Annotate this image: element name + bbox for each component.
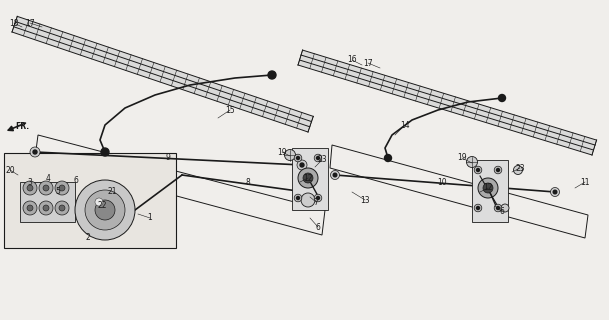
Text: 11: 11 (580, 178, 590, 187)
Circle shape (75, 180, 135, 240)
Text: 8: 8 (245, 178, 250, 187)
Circle shape (95, 198, 103, 206)
Circle shape (294, 154, 302, 162)
Circle shape (553, 190, 557, 194)
Text: 2: 2 (86, 234, 90, 243)
Circle shape (27, 185, 33, 191)
Circle shape (59, 205, 65, 211)
Circle shape (297, 196, 300, 199)
Circle shape (496, 206, 499, 210)
Circle shape (303, 173, 313, 183)
Text: 6: 6 (74, 175, 79, 185)
Circle shape (314, 194, 322, 202)
Circle shape (494, 166, 502, 174)
Circle shape (39, 201, 53, 215)
Text: 3: 3 (27, 178, 32, 187)
Text: 18: 18 (9, 19, 19, 28)
Circle shape (23, 201, 37, 215)
Circle shape (300, 163, 304, 167)
Polygon shape (12, 16, 313, 132)
Circle shape (297, 160, 307, 170)
Circle shape (297, 156, 300, 159)
Circle shape (268, 71, 276, 79)
Circle shape (513, 165, 523, 174)
Circle shape (317, 156, 320, 159)
Circle shape (384, 155, 392, 162)
Circle shape (551, 188, 560, 196)
Circle shape (298, 168, 318, 188)
Circle shape (284, 149, 295, 161)
Circle shape (494, 204, 502, 212)
Circle shape (314, 154, 322, 162)
Circle shape (43, 185, 49, 191)
Circle shape (101, 148, 109, 156)
Text: 22: 22 (97, 201, 107, 210)
Text: 7: 7 (314, 197, 319, 206)
Text: 6: 6 (315, 222, 320, 231)
Text: 19: 19 (457, 154, 467, 163)
Circle shape (59, 185, 65, 191)
Circle shape (474, 166, 482, 174)
Circle shape (496, 169, 499, 172)
Circle shape (478, 178, 498, 198)
Text: 12: 12 (303, 173, 313, 182)
Circle shape (33, 150, 37, 154)
Circle shape (499, 94, 505, 101)
Circle shape (23, 181, 37, 195)
Text: 14: 14 (400, 121, 410, 130)
Circle shape (43, 205, 49, 211)
Text: 10: 10 (437, 178, 447, 187)
Text: 6: 6 (499, 207, 504, 217)
Circle shape (466, 156, 477, 167)
Circle shape (333, 173, 337, 177)
Circle shape (95, 200, 115, 220)
Text: 5: 5 (55, 188, 60, 196)
Circle shape (27, 205, 33, 211)
Circle shape (39, 181, 53, 195)
Circle shape (55, 181, 69, 195)
Circle shape (483, 183, 493, 193)
Text: 17: 17 (363, 59, 373, 68)
Bar (4, 153, 176, 248)
Circle shape (317, 196, 320, 199)
Text: 4: 4 (46, 173, 51, 182)
Polygon shape (472, 160, 508, 222)
Text: FR.: FR. (15, 122, 29, 131)
Text: 1: 1 (147, 213, 152, 222)
Circle shape (476, 169, 479, 172)
Text: 21: 21 (107, 188, 117, 196)
Text: 20: 20 (5, 165, 15, 174)
Text: 17: 17 (25, 19, 35, 28)
Circle shape (294, 194, 302, 202)
Text: 19: 19 (277, 148, 287, 156)
Text: 23: 23 (515, 164, 525, 172)
Bar (20, 182, 75, 222)
Circle shape (30, 147, 40, 157)
Circle shape (85, 190, 125, 230)
Circle shape (55, 201, 69, 215)
Text: 15: 15 (225, 106, 235, 115)
Circle shape (474, 204, 482, 212)
Polygon shape (298, 50, 597, 155)
Circle shape (331, 171, 339, 180)
Circle shape (301, 193, 315, 207)
Text: 23: 23 (317, 156, 327, 164)
Circle shape (501, 204, 509, 212)
Circle shape (476, 206, 479, 210)
Text: 13: 13 (360, 196, 370, 204)
Text: 16: 16 (347, 55, 357, 65)
Text: 12: 12 (484, 183, 493, 193)
Text: 9: 9 (166, 154, 171, 163)
Polygon shape (292, 148, 328, 210)
